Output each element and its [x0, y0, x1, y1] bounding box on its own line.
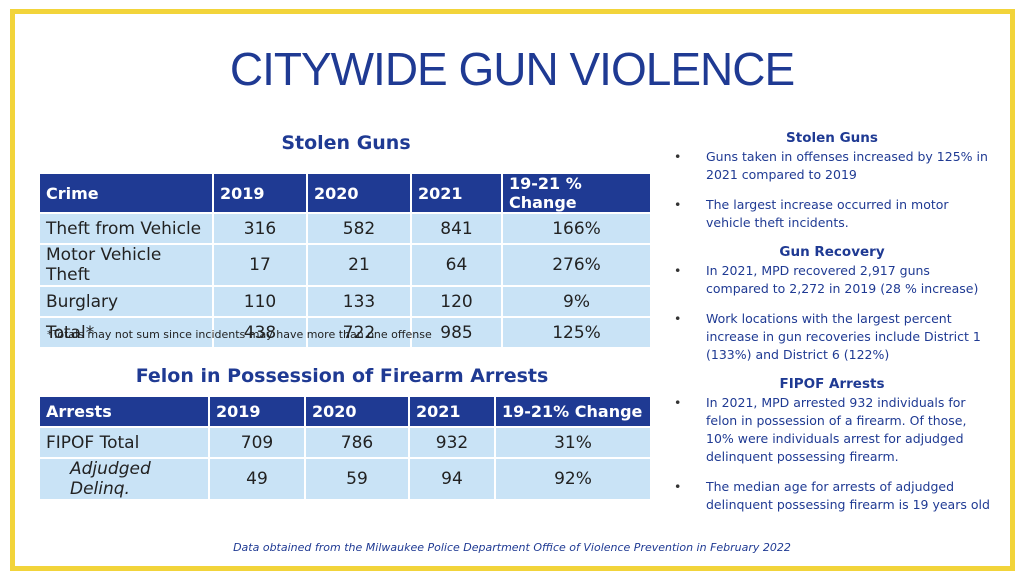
row-label: Adjudged Delinq.: [40, 457, 210, 499]
table-cell: 841: [412, 212, 503, 243]
fipof-title: Felon in Possession of Firearm Arrests: [135, 365, 549, 387]
table-row: Motor Vehicle Theft 17 21 64 276%: [40, 243, 652, 285]
col-header-change: 19-21 % Change: [503, 174, 652, 212]
table-cell: 49: [210, 457, 306, 499]
table-cell: 31%: [496, 426, 652, 457]
table-cell: 9%: [503, 285, 652, 316]
summary-heading-stolen-guns: Stolen Guns: [786, 130, 878, 146]
row-label: FIPOF Total: [40, 426, 210, 457]
table-cell: 125%: [503, 316, 652, 347]
table-cell: 316: [214, 212, 308, 243]
table-cell: 92%: [496, 457, 652, 499]
table-cell: 438: [214, 316, 308, 347]
table-cell: 120: [412, 285, 503, 316]
bullet-text: Work locations with the largest percent …: [706, 311, 981, 362]
table-footnote: *Totals may not sum since incidents may …: [47, 328, 432, 341]
bullet-text: The largest increase occurred in motor v…: [706, 197, 949, 230]
table-cell: 110: [214, 285, 308, 316]
col-header-2021: 2021: [412, 174, 503, 212]
summary-column: Stolen Guns • Guns taken in offenses inc…: [672, 130, 992, 526]
bullet-text: Guns taken in offenses increased by 125%…: [706, 149, 988, 182]
bullet-icon: •: [674, 197, 682, 212]
col-header-change: 19-21% Change: [496, 397, 652, 426]
stolen-guns-title: Stolen Guns: [281, 132, 411, 154]
summary-heading-gun-recovery: Gun Recovery: [779, 244, 885, 260]
bullet-text: In 2021, MPD arrested 932 individuals fo…: [706, 395, 967, 464]
col-header-2021: 2021: [410, 397, 496, 426]
page-title: CITYWIDE GUN VIOLENCE: [229, 43, 795, 95]
row-label: Total*: [40, 316, 214, 347]
table-cell: 932: [410, 426, 496, 457]
col-header-2019: 2019: [210, 397, 306, 426]
slide-frame: [10, 9, 1015, 571]
table-cell: 94: [410, 457, 496, 499]
summary-bullet: • In 2021, MPD arrested 932 individuals …: [672, 394, 992, 466]
bullet-icon: •: [674, 149, 682, 164]
row-label: Motor Vehicle Theft: [40, 243, 214, 285]
summary-bullet: • The median age for arrests of adjudged…: [672, 478, 992, 514]
source-note: Data obtained from the Milwaukee Police …: [233, 541, 791, 554]
table-row: Adjudged Delinq. 49 59 94 92%: [40, 457, 652, 499]
col-header-arrests: Arrests: [40, 397, 210, 426]
table-cell: 166%: [503, 212, 652, 243]
summary-bullet: • In 2021, MPD recovered 2,917 guns comp…: [672, 262, 992, 298]
table-cell: 17: [214, 243, 308, 285]
table-cell: 709: [210, 426, 306, 457]
table-row: Burglary 110 133 120 9%: [40, 285, 652, 316]
summary-heading-fipof-arrests: FIPOF Arrests: [779, 376, 885, 392]
table-cell: 21: [308, 243, 412, 285]
table-cell: 786: [306, 426, 410, 457]
summary-bullet: • The largest increase occurred in motor…: [672, 196, 992, 232]
summary-bullet: • Guns taken in offenses increased by 12…: [672, 148, 992, 184]
stolen-guns-table: Crime 2019 2020 2021 19-21 % Change Thef…: [40, 174, 652, 347]
table-row: FIPOF Total 709 786 932 31%: [40, 426, 652, 457]
row-label: Burglary: [40, 285, 214, 316]
table-row: Theft from Vehicle 316 582 841 166%: [40, 212, 652, 243]
table-cell: 722: [308, 316, 412, 347]
bullet-text: The median age for arrests of adjudged d…: [706, 479, 990, 512]
table-cell: 64: [412, 243, 503, 285]
table-cell: 276%: [503, 243, 652, 285]
bullet-icon: •: [674, 395, 682, 410]
col-header-2020: 2020: [308, 174, 412, 212]
bullet-icon: •: [674, 263, 682, 278]
table-cell: 133: [308, 285, 412, 316]
bullet-text: In 2021, MPD recovered 2,917 guns compar…: [706, 263, 979, 296]
bullet-icon: •: [674, 479, 682, 494]
bullet-icon: •: [674, 311, 682, 326]
table-header-row: Arrests 2019 2020 2021 19-21% Change: [40, 397, 652, 426]
col-header-crime: Crime: [40, 174, 214, 212]
col-header-2019: 2019: [214, 174, 308, 212]
col-header-2020: 2020: [306, 397, 410, 426]
table-cell: 985: [412, 316, 503, 347]
table-cell: 582: [308, 212, 412, 243]
table-header-row: Crime 2019 2020 2021 19-21 % Change: [40, 174, 652, 212]
table-cell: 59: [306, 457, 410, 499]
row-label: Theft from Vehicle: [40, 212, 214, 243]
table-row: Total* 438 722 985 125%: [40, 316, 652, 347]
fipof-table: Arrests 2019 2020 2021 19-21% Change FIP…: [40, 397, 652, 499]
summary-bullet: • Work locations with the largest percen…: [672, 310, 992, 364]
